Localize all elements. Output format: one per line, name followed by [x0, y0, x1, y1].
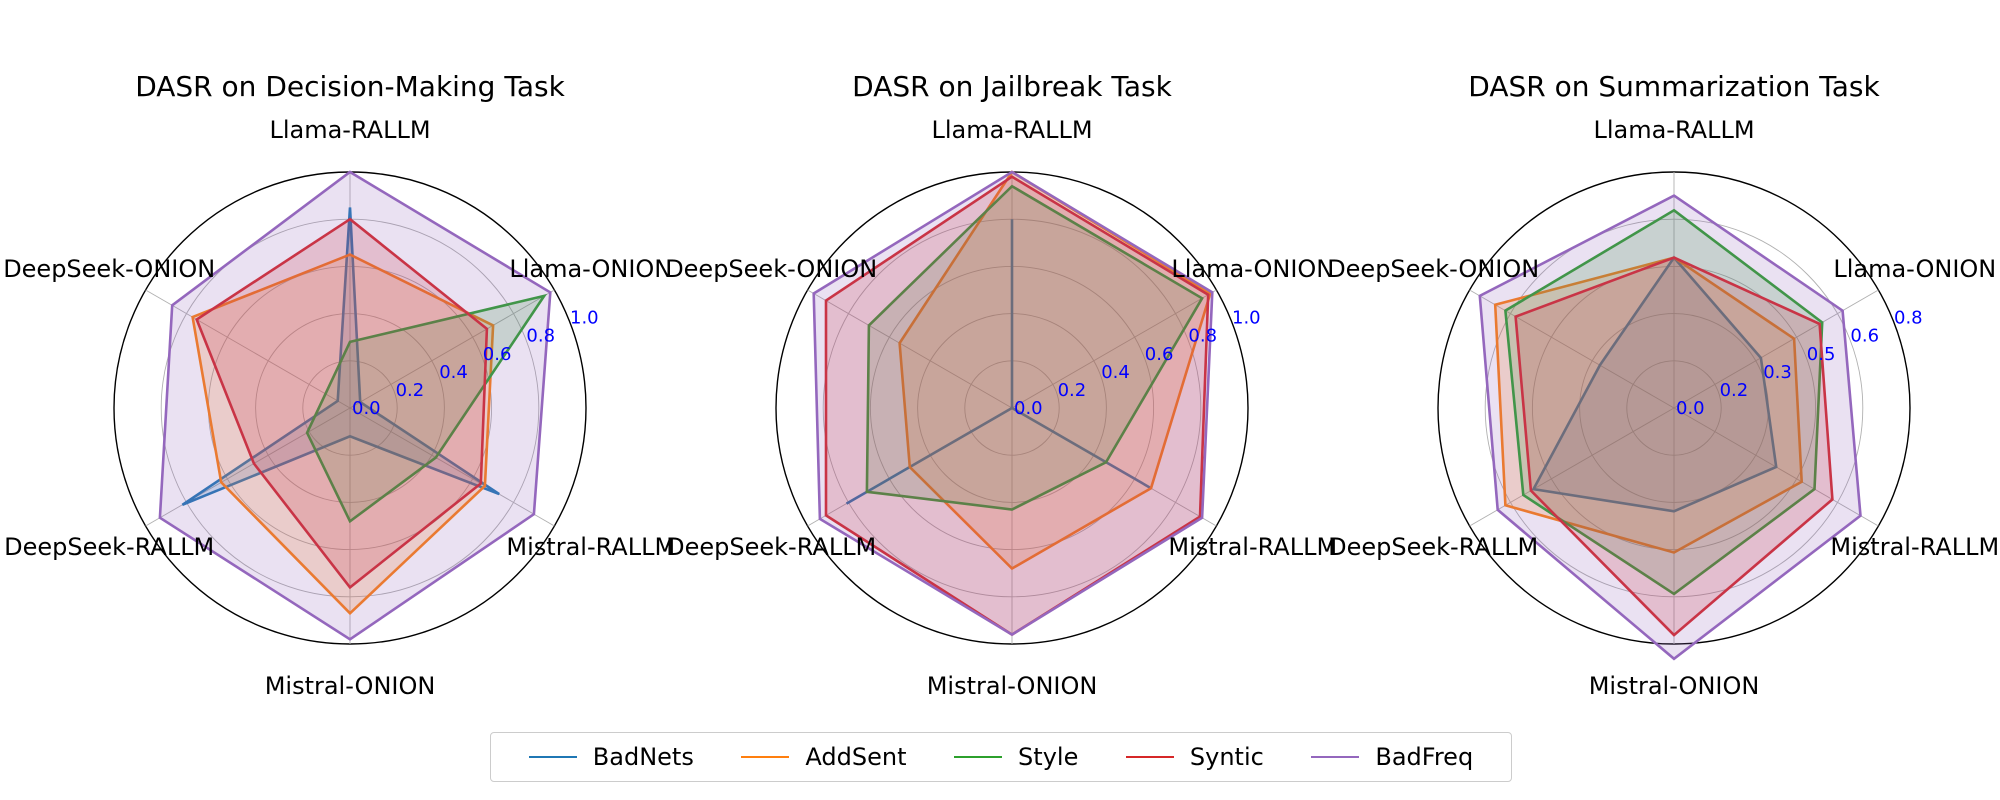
r-tick-label: 0.4: [439, 362, 468, 383]
r-tick-label: 0.2: [396, 380, 425, 401]
series-badnets: [845, 219, 1152, 505]
axis-label-llama-onion: Llama-ONION: [1171, 255, 1334, 283]
grid-spoke: [1469, 407, 1675, 527]
legend-label-addsent: AddSent: [805, 743, 907, 771]
series-addsent: [191, 253, 495, 616]
legend-swatch-syntic: [1125, 756, 1174, 758]
radar-chart-2: 0.0 0.2 0.4 0.6 0.8 1.0 Llama-RALLM Llama-ONION…: [665, 70, 1337, 700]
axis-label-deepseek-rallm: DeepSeek-RALLM: [4, 533, 214, 561]
legend-swatch-badfreq: [1311, 756, 1360, 758]
axis-label-deepseek-onion: DeepSeek-ONION: [1327, 255, 1539, 283]
radar-figure: 0.0 0.2 0.4 0.6 0.8 1.0 Llama-RALLM Llama-ONION…: [3, 70, 1999, 700]
axis-label-llama-onion: Llama-ONION: [509, 255, 672, 283]
series-syntic: [1514, 256, 1834, 637]
legend-label-badnets: BadNets: [592, 743, 694, 771]
radar-chart-1: 0.0 0.2 0.4 0.6 0.8 1.0 Llama-RALLM Llama-ONION…: [3, 70, 675, 700]
axis-label-llama-rallm: Llama-RALLM: [1593, 116, 1754, 144]
grid-spoke: [145, 407, 351, 527]
grid-spoke: [349, 407, 555, 527]
series-addsent: [1493, 256, 1804, 554]
axis-label-mistral-rallm: Mistral-RALLM: [1168, 533, 1337, 561]
axis-label-llama-rallm: Llama-RALLM: [931, 116, 1092, 144]
axis-label-mistral-onion: Mistral-ONION: [1589, 672, 1760, 700]
legend: BadNets AddSent Style Syntic BadFreq: [490, 732, 1512, 782]
series-syntic: [195, 217, 489, 590]
series-badfreq: [1478, 194, 1862, 661]
series-style: [1504, 208, 1824, 596]
legend-item-syntic: Syntic: [1125, 743, 1264, 771]
grid-spoke: [349, 289, 555, 409]
legend-item-badfreq: BadFreq: [1311, 743, 1473, 771]
chart-title: DASR on Summarization Task: [1468, 70, 1880, 103]
axis-label-deepseek-onion: DeepSeek-ONION: [3, 255, 215, 283]
r-tick-label: 0.3: [1763, 362, 1792, 383]
radar-chart-3: 0.0 0.2 0.3 0.5 0.6 0.8 Llama-RALLM Llama-ONION…: [1327, 70, 1999, 700]
legend-swatch-addsent: [741, 756, 790, 758]
r-tick-label: 0.2: [1720, 380, 1749, 401]
axis-label-mistral-onion: Mistral-ONION: [265, 672, 436, 700]
r-tick-label: 0.8: [526, 326, 555, 347]
r-tick-label: 0.2: [1058, 380, 1087, 401]
legend-label-syntic: Syntic: [1189, 743, 1264, 771]
axis-label-mistral-onion: Mistral-ONION: [927, 672, 1098, 700]
legend-label-style: Style: [1018, 743, 1079, 771]
legend-item-addsent: AddSent: [741, 743, 906, 771]
r-tick-label: 0.6: [1850, 326, 1879, 347]
series-badfreq: [812, 170, 1214, 637]
grid-spoke: [1011, 289, 1217, 409]
grid-spoke: [1673, 289, 1879, 409]
r-tick-label: 0.5: [1807, 344, 1836, 365]
r-tick-label: 0.4: [1101, 362, 1130, 383]
series-badnets: [1531, 255, 1778, 513]
series-badnets: [181, 207, 500, 507]
r-tick-label: 0.0: [1676, 398, 1705, 419]
r-tick-label: 0.6: [483, 344, 512, 365]
axis-label-llama-onion: Llama-ONION: [1833, 255, 1996, 283]
r-tick-label: 0.0: [1014, 398, 1043, 419]
legend-item-badnets: BadNets: [528, 743, 694, 771]
legend-swatch-badnets: [528, 756, 577, 758]
r-tick-label: 0.8: [1894, 308, 1923, 329]
series-badfreq: [158, 170, 552, 641]
axis-label-deepseek-onion: DeepSeek-ONION: [665, 255, 877, 283]
axis-label-mistral-rallm: Mistral-RALLM: [1830, 533, 1999, 561]
grid-spoke: [807, 289, 1013, 409]
axis-label-mistral-rallm: Mistral-RALLM: [506, 533, 675, 561]
axis-label-deepseek-rallm: DeepSeek-RALLM: [666, 533, 876, 561]
series-addsent: [898, 170, 1212, 571]
legend-item-style: Style: [954, 743, 1078, 771]
series-style: [865, 184, 1204, 511]
chart-title: DASR on Jailbreak Task: [852, 70, 1172, 103]
grid-spoke: [1469, 289, 1675, 409]
legend-label-badfreq: BadFreq: [1375, 743, 1474, 771]
r-tick-label: 0.6: [1145, 344, 1174, 365]
r-tick-label: 1.0: [570, 308, 599, 329]
axis-label-deepseek-rallm: DeepSeek-RALLM: [1328, 533, 1538, 561]
axis-label-llama-rallm: Llama-RALLM: [269, 116, 430, 144]
r-tick-label: 1.0: [1232, 308, 1261, 329]
r-tick-label: 0.0: [352, 398, 381, 419]
legend-swatch-style: [954, 756, 1003, 758]
r-tick-label: 0.8: [1188, 326, 1217, 347]
chart-title: DASR on Decision-Making Task: [135, 70, 565, 103]
grid-spoke: [145, 289, 351, 409]
